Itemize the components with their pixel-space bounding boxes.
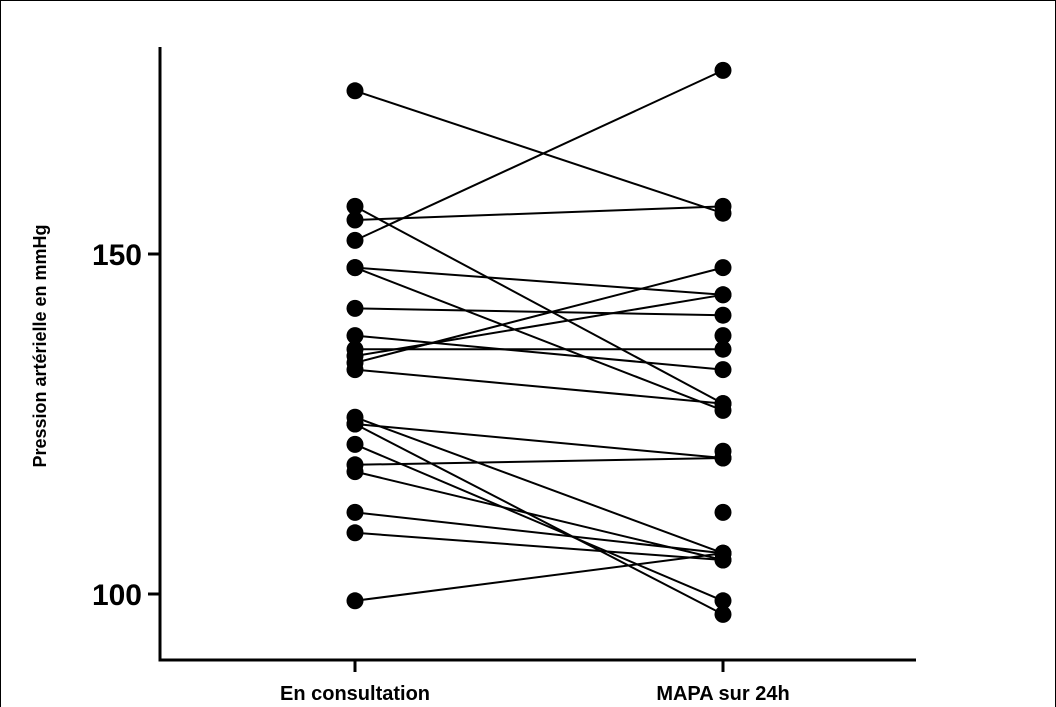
pair-connector-line	[354, 443, 724, 602]
point-mapa	[714, 197, 732, 215]
pair-connector-line	[354, 423, 724, 459]
pair-connector-line	[354, 266, 724, 412]
point-mapa	[714, 442, 732, 460]
y-ticks: 100 150	[92, 239, 160, 612]
point-consultation	[346, 592, 364, 610]
series-points	[346, 61, 732, 623]
point-mapa	[714, 592, 732, 610]
pair-connector-line	[354, 89, 724, 215]
pair-connector-line	[354, 416, 724, 555]
axes	[158, 47, 916, 662]
pair-connector-line	[354, 368, 724, 405]
point-mapa	[714, 327, 732, 345]
point-mapa	[714, 361, 732, 379]
point-consultation	[346, 503, 364, 521]
pair-connector-line	[354, 511, 724, 555]
pair-connector-line	[354, 531, 724, 561]
point-consultation	[346, 197, 364, 215]
y-tick-label: 100	[92, 579, 142, 612]
pair-connector-line	[354, 205, 724, 221]
point-consultation	[346, 211, 364, 229]
point-mapa	[714, 340, 732, 358]
pair-connector-line	[354, 293, 724, 357]
point-consultation	[346, 463, 364, 481]
point-consultation	[346, 415, 364, 433]
pair-connector-line	[354, 470, 724, 561]
point-mapa	[714, 306, 732, 324]
y-axis-title: Pression artérielle en mmHg	[30, 224, 50, 467]
pair-connector-line	[354, 552, 724, 602]
point-consultation	[346, 435, 364, 453]
point-mapa	[714, 395, 732, 413]
x-category-label: En consultation	[280, 683, 430, 705]
point-mapa	[714, 605, 732, 623]
series-lines	[354, 69, 724, 616]
point-mapa	[714, 503, 732, 521]
point-mapa	[714, 544, 732, 562]
point-consultation	[346, 361, 364, 379]
point-mapa	[714, 61, 732, 79]
point-consultation	[346, 524, 364, 542]
x-category-label: MAPA sur 24h	[656, 683, 789, 705]
pair-connector-line	[354, 307, 724, 317]
pair-connector-line	[354, 457, 724, 466]
y-tick-label: 150	[92, 239, 142, 272]
point-consultation	[346, 327, 364, 345]
point-consultation	[346, 82, 364, 100]
pair-connector-line	[354, 423, 724, 616]
pair-connector-line	[354, 205, 724, 405]
point-consultation	[346, 299, 364, 317]
pair-connector-line	[354, 266, 724, 296]
point-consultation	[346, 259, 364, 277]
pair-connector-line	[354, 266, 724, 364]
pair-connector-line	[354, 69, 724, 242]
point-mapa	[714, 259, 732, 277]
point-mapa	[714, 286, 732, 304]
pair-connector-line	[354, 334, 724, 371]
point-consultation	[346, 231, 364, 249]
x-ticks: En consultation MAPA sur 24h	[280, 660, 790, 705]
